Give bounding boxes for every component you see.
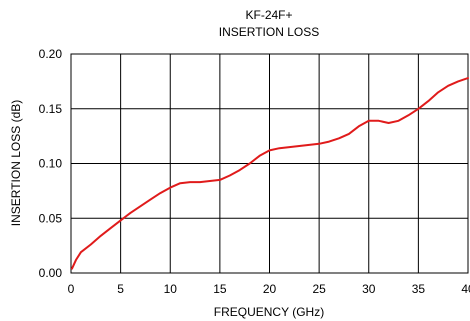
- y-axis-label: INSERTION LOSS (dB): [9, 100, 23, 226]
- chart-title: KF-24F+: [245, 8, 292, 22]
- y-tick-label: 0.20: [39, 47, 63, 61]
- y-tick-label: 0.15: [39, 102, 63, 116]
- x-tick-label: 35: [412, 282, 426, 296]
- series-group: [71, 77, 469, 270]
- x-tick-label: 30: [362, 282, 376, 296]
- x-tick-label: 0: [68, 282, 75, 296]
- gridlines: [70, 53, 469, 274]
- x-tick-label: 25: [312, 282, 326, 296]
- y-tick-label: 0.10: [39, 157, 63, 171]
- y-axis-ticks: 0.00 0.05 0.10 0.15 0.20: [39, 47, 63, 280]
- y-tick-label: 0.00: [39, 266, 63, 280]
- plot-frame: [70, 53, 469, 274]
- x-axis-ticks: 0 5 10 15 20 25 30 35 40: [68, 282, 470, 296]
- x-axis-label: FREQUENCY (GHz): [214, 305, 324, 319]
- x-tick-label: 5: [117, 282, 124, 296]
- y-tick-label: 0.05: [39, 211, 63, 225]
- x-tick-label: 10: [164, 282, 178, 296]
- x-tick-label: 40: [461, 282, 470, 296]
- insertion-loss-series-line: [71, 77, 469, 270]
- x-tick-label: 20: [263, 282, 277, 296]
- chart-subtitle: INSERTION LOSS: [219, 25, 319, 39]
- x-tick-label: 15: [213, 282, 227, 296]
